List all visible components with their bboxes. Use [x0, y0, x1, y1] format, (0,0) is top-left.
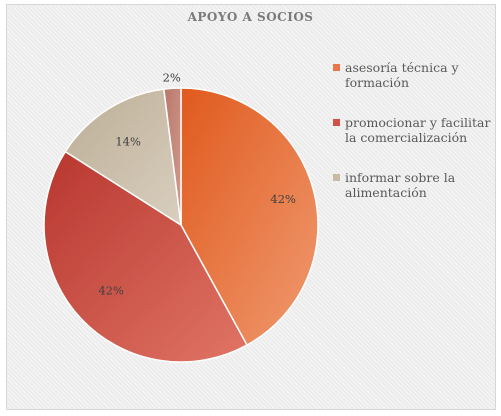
chart-title: APOYO A SOCIOS: [187, 10, 314, 24]
pie-slice: [162, 87, 182, 226]
data-label: 42%: [270, 192, 296, 206]
data-label: 14%: [115, 135, 141, 149]
chart-legend: asesoría técnica y formación promocionar…: [333, 60, 493, 225]
data-label: 42%: [98, 284, 124, 298]
legend-item: informar sobre la alimentación: [333, 170, 493, 200]
data-label: 2%: [163, 70, 181, 84]
legend-swatch: [333, 119, 340, 126]
legend-label: asesoría técnica y formación: [345, 60, 459, 90]
legend-item: promocionar y facilitar la comercializac…: [333, 115, 493, 145]
legend-label: informar sobre la alimentación: [345, 170, 456, 200]
legend-swatch: [333, 64, 340, 71]
legend-swatch: [333, 174, 340, 181]
legend-label: promocionar y facilitar la comercializac…: [345, 115, 491, 145]
pie-slice: [180, 87, 319, 347]
legend-item: asesoría técnica y formación: [333, 60, 493, 90]
pie-slice: [64, 88, 182, 227]
pie-slice: [43, 150, 249, 363]
